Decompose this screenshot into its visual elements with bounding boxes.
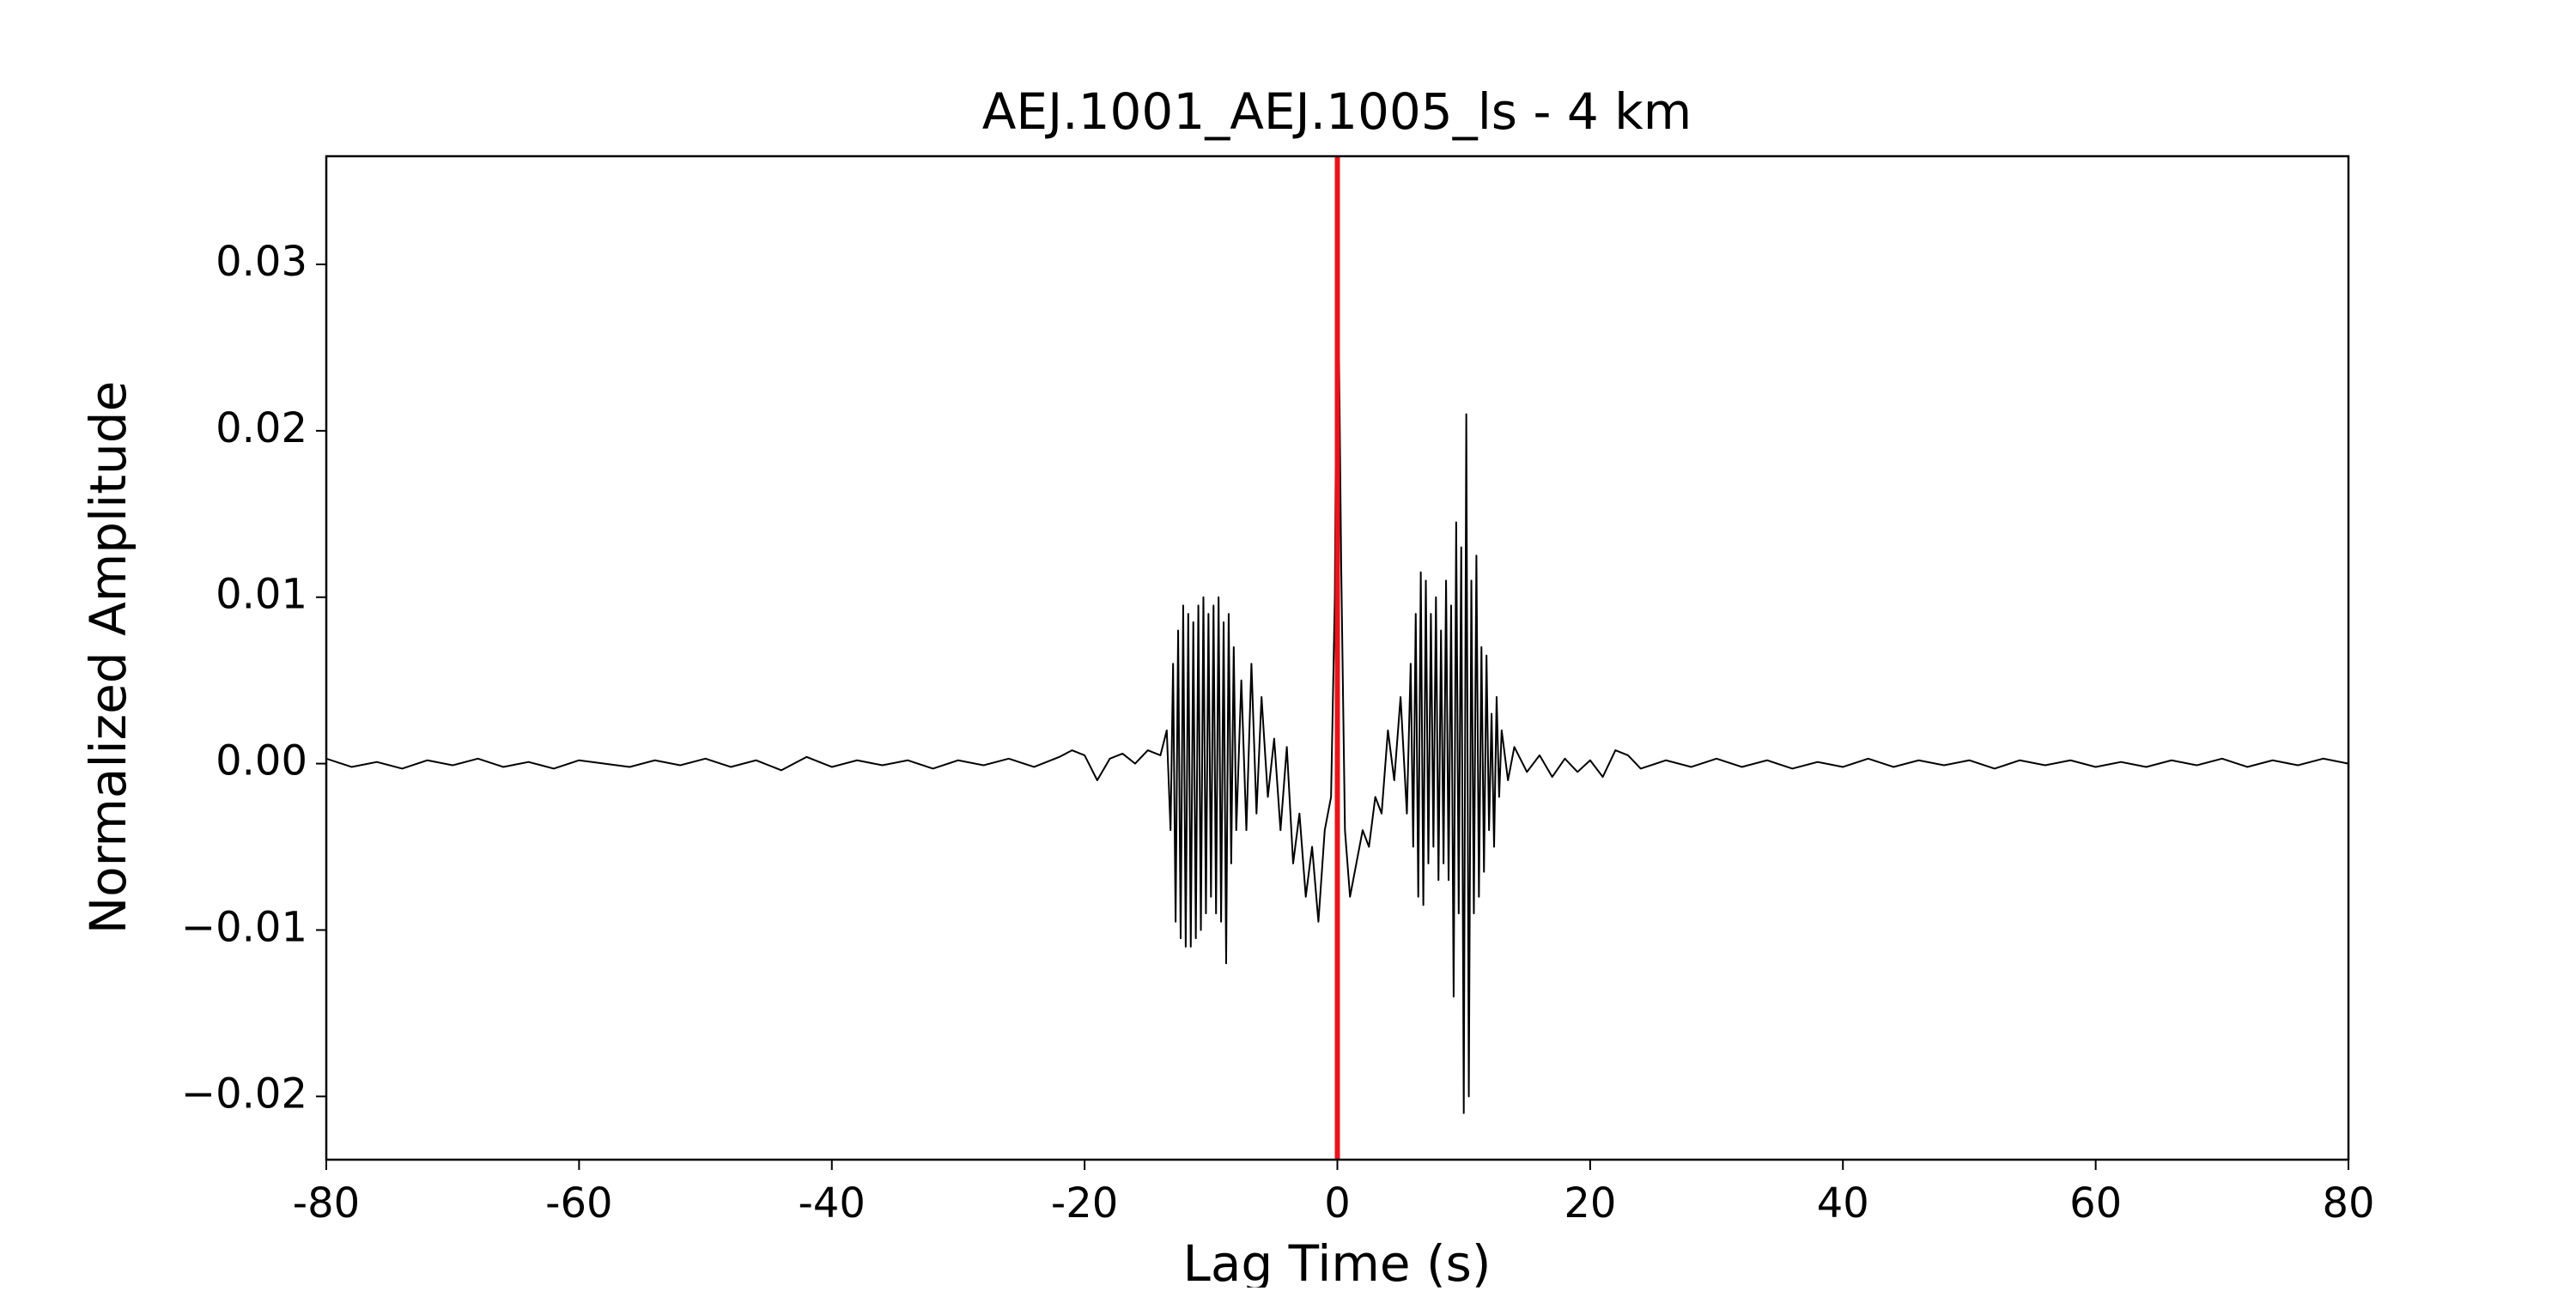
y-tick-label: 0.00 [216, 737, 307, 785]
x-tick-label: 40 [1817, 1179, 1869, 1227]
x-tick-label: 20 [1564, 1179, 1616, 1227]
y-tick-label: −0.01 [181, 903, 307, 951]
x-axis-label: Lag Time (s) [1183, 1234, 1492, 1288]
y-tick-label: 0.03 [216, 238, 307, 286]
x-tick-label: 0 [1324, 1179, 1351, 1227]
x-tick-label: -20 [1051, 1179, 1118, 1227]
x-tick-label: -80 [293, 1179, 360, 1227]
plot-frame [325, 155, 2350, 1161]
y-tick-label: −0.02 [181, 1070, 307, 1118]
y-tick-label: 0.01 [216, 571, 307, 619]
y-axis-label: Normalized Amplitude [79, 381, 137, 935]
x-tick-label: -60 [545, 1179, 612, 1227]
x-tick-label: -40 [799, 1179, 866, 1227]
waveform-line [325, 188, 2349, 1114]
y-tick-label: 0.02 [216, 404, 307, 452]
x-tick-label: 80 [2322, 1179, 2374, 1227]
x-tick-label: 60 [2069, 1179, 2122, 1227]
chart-title: AEJ.1001_AEJ.1005_ls - 4 km [982, 82, 1692, 141]
